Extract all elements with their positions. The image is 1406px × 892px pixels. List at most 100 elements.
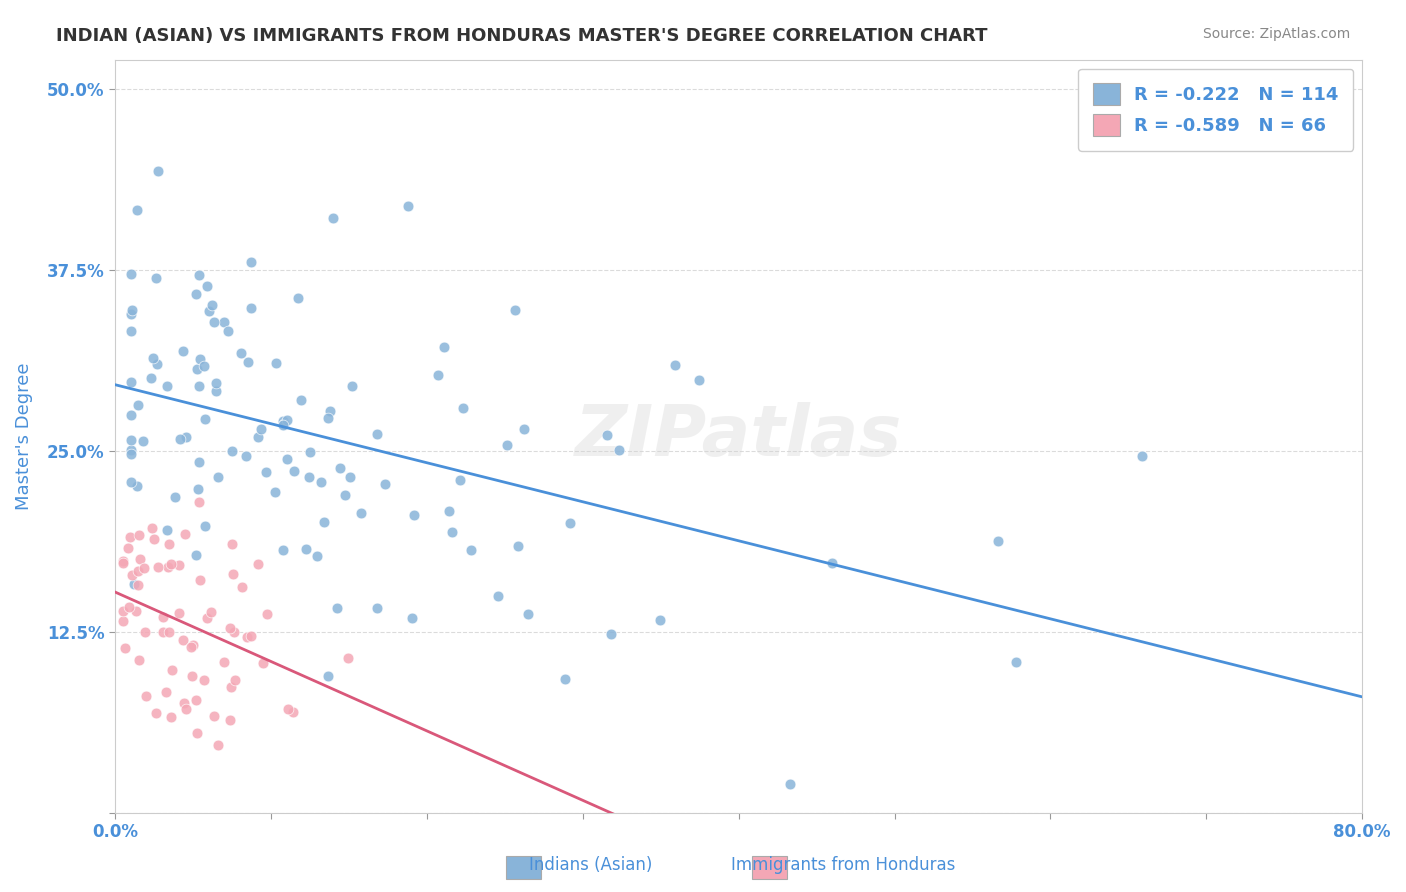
Point bbox=[271, 417, 294, 432]
Point bbox=[256, 607, 278, 622]
Point bbox=[231, 580, 253, 594]
Point bbox=[188, 378, 211, 392]
Point bbox=[486, 589, 509, 603]
Point bbox=[404, 508, 426, 523]
Point bbox=[160, 663, 183, 677]
Point bbox=[335, 487, 357, 501]
Point bbox=[132, 561, 155, 575]
Point bbox=[180, 668, 202, 682]
Point bbox=[181, 638, 204, 652]
Point bbox=[449, 473, 471, 487]
Point bbox=[235, 449, 257, 463]
Point bbox=[120, 375, 142, 389]
Point bbox=[174, 430, 197, 444]
Point bbox=[433, 340, 456, 354]
Point bbox=[1130, 449, 1153, 463]
Point bbox=[401, 611, 423, 625]
Legend: R = -0.222   N = 114, R = -0.589   N = 66: R = -0.222 N = 114, R = -0.589 N = 66 bbox=[1078, 69, 1353, 151]
Point bbox=[194, 412, 217, 426]
Point bbox=[439, 504, 461, 518]
Point bbox=[221, 537, 243, 551]
Point bbox=[607, 442, 630, 457]
Point bbox=[143, 533, 166, 547]
Point bbox=[156, 523, 179, 537]
Point bbox=[134, 624, 156, 639]
Point bbox=[281, 706, 304, 720]
Point bbox=[366, 601, 388, 615]
Point bbox=[779, 777, 801, 791]
Point bbox=[135, 689, 157, 703]
Point bbox=[157, 537, 180, 551]
Point bbox=[506, 539, 529, 553]
Point bbox=[205, 384, 228, 398]
Point bbox=[186, 726, 208, 740]
Point bbox=[688, 373, 710, 387]
Point bbox=[329, 461, 352, 475]
Point bbox=[316, 411, 339, 425]
Point bbox=[186, 362, 208, 376]
Point bbox=[180, 640, 202, 655]
Point bbox=[157, 625, 180, 640]
Text: ZIPatlas: ZIPatlas bbox=[575, 401, 903, 471]
Point bbox=[117, 541, 139, 556]
Point bbox=[141, 521, 163, 535]
Point bbox=[311, 475, 333, 490]
Point bbox=[221, 443, 243, 458]
Point bbox=[201, 298, 224, 312]
Point bbox=[283, 464, 305, 478]
Point bbox=[236, 630, 259, 644]
Point bbox=[156, 379, 179, 393]
Point bbox=[125, 604, 148, 618]
Point bbox=[127, 578, 149, 592]
Point bbox=[273, 417, 295, 431]
Y-axis label: Master's Degree: Master's Degree bbox=[15, 362, 32, 510]
Point bbox=[218, 621, 240, 635]
Point bbox=[120, 267, 142, 281]
Point bbox=[120, 443, 142, 458]
Point bbox=[451, 401, 474, 416]
Point bbox=[340, 378, 363, 392]
Point bbox=[240, 255, 263, 269]
Point bbox=[987, 534, 1010, 549]
Point bbox=[503, 303, 526, 318]
Point bbox=[160, 557, 183, 571]
Point bbox=[294, 541, 316, 556]
Point bbox=[374, 477, 396, 491]
Point bbox=[125, 479, 148, 493]
Point bbox=[298, 445, 321, 459]
Point bbox=[128, 551, 150, 566]
Point bbox=[174, 527, 197, 541]
Point bbox=[821, 556, 844, 570]
Point bbox=[239, 301, 262, 315]
Point bbox=[427, 368, 450, 383]
Point bbox=[312, 516, 335, 530]
Point bbox=[148, 560, 170, 574]
Point bbox=[172, 632, 194, 647]
Point bbox=[145, 270, 167, 285]
Text: Source: ZipAtlas.com: Source: ZipAtlas.com bbox=[1202, 27, 1350, 41]
Point bbox=[198, 304, 221, 318]
Point bbox=[193, 359, 215, 374]
Point bbox=[224, 625, 246, 640]
Point bbox=[204, 315, 226, 329]
Point bbox=[120, 307, 142, 321]
Point bbox=[111, 556, 134, 570]
Point bbox=[195, 610, 218, 624]
Point bbox=[252, 657, 274, 671]
Point bbox=[219, 713, 242, 727]
Point bbox=[111, 604, 134, 618]
Point bbox=[276, 451, 298, 466]
Point bbox=[169, 432, 191, 446]
Point bbox=[200, 605, 222, 619]
Point bbox=[120, 475, 142, 490]
Point bbox=[174, 702, 197, 716]
Point bbox=[339, 469, 361, 483]
Point bbox=[188, 574, 211, 588]
Point bbox=[148, 163, 170, 178]
Point bbox=[152, 624, 174, 639]
Point bbox=[128, 652, 150, 666]
Point bbox=[221, 680, 243, 694]
Point bbox=[277, 702, 299, 716]
Point bbox=[495, 438, 517, 452]
Point bbox=[156, 560, 179, 574]
